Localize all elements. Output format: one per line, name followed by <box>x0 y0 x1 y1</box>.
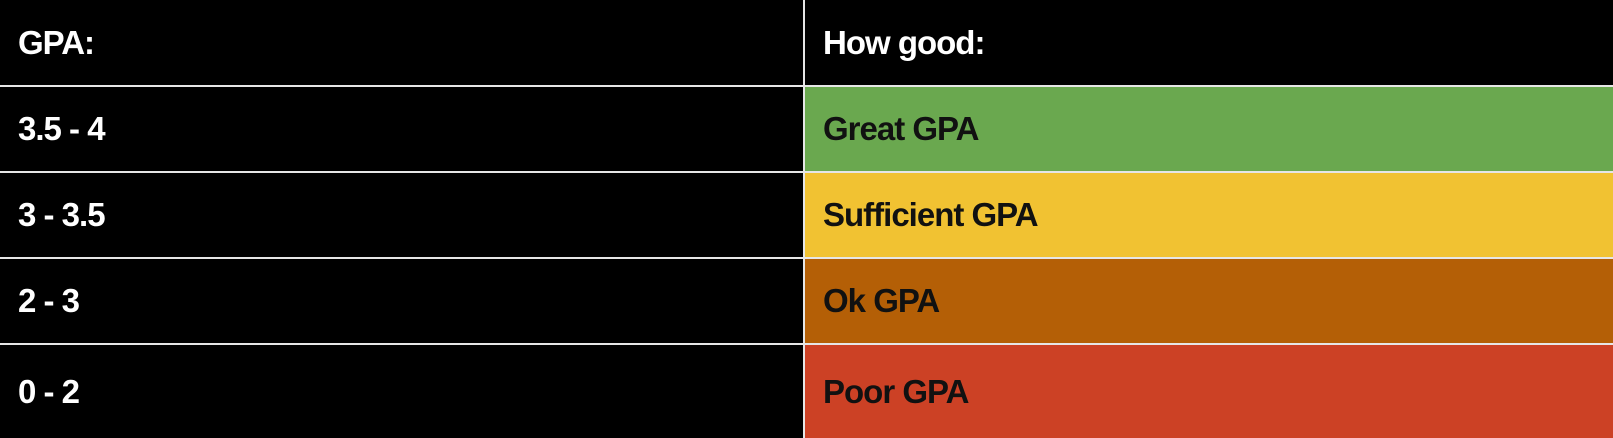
header-gpa: GPA: <box>0 0 805 87</box>
rating-cell: Great GPA <box>803 85 1613 173</box>
table-row: 0 - 2 Poor GPA <box>0 343 1613 438</box>
header-how-good: How good: <box>803 0 1613 87</box>
table-row: 3 - 3.5 Sufficient GPA <box>0 171 1613 259</box>
gpa-range-cell: 2 - 3 <box>0 257 805 345</box>
gpa-range-cell: 3.5 - 4 <box>0 85 805 173</box>
rating-cell: Sufficient GPA <box>803 171 1613 259</box>
table-row: 2 - 3 Ok GPA <box>0 257 1613 345</box>
table-row: 3.5 - 4 Great GPA <box>0 85 1613 173</box>
gpa-range-cell: 0 - 2 <box>0 343 805 438</box>
gpa-range-cell: 3 - 3.5 <box>0 171 805 259</box>
rating-cell: Poor GPA <box>803 343 1613 438</box>
table-header-row: GPA: How good: <box>0 0 1613 87</box>
rating-cell: Ok GPA <box>803 257 1613 345</box>
